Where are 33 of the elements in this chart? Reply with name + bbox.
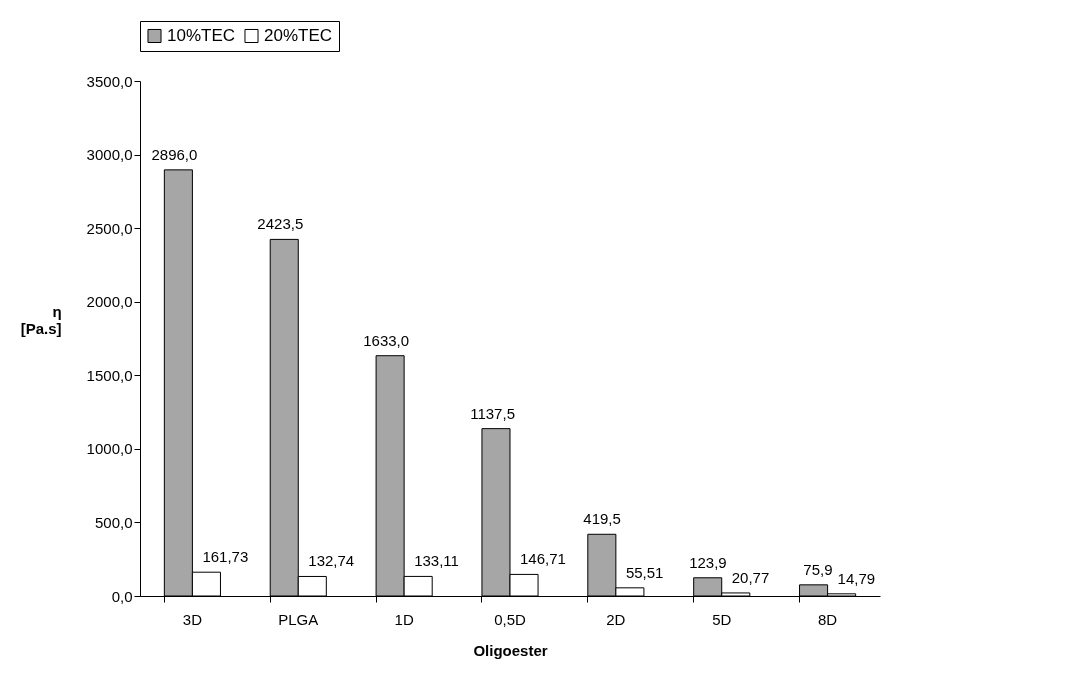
x-tick-label: 0,5D: [494, 610, 527, 628]
data-label: 419,5: [583, 510, 621, 528]
x-tick-label: 8D: [818, 610, 838, 628]
data-label: 55,51: [625, 563, 664, 581]
x-tick-label: PLGA: [278, 610, 319, 628]
y-axis-title: η [Pa.s]: [20, 302, 62, 337]
data-label: 132,74: [308, 552, 355, 570]
data-label: 75,9: [803, 560, 833, 578]
data-label: 1633,0: [363, 331, 410, 349]
data-label: 146,71: [520, 550, 566, 568]
data-label: 123,9: [689, 553, 727, 571]
data-label: 20,77: [731, 568, 770, 586]
data-label: 133,11: [414, 552, 459, 570]
data-label: 161,73: [202, 548, 249, 566]
y-tick-label: 2000,0: [86, 293, 133, 311]
legend-label: 10%TEC: [167, 25, 236, 45]
y-tick-label: 3500,0: [86, 72, 133, 90]
legend-label: 20%TEC: [264, 25, 333, 45]
x-tick-label: 2D: [606, 610, 626, 628]
y-tick-label: 0,0: [111, 587, 133, 605]
y-tick-label: 1500,0: [86, 366, 133, 384]
y-tick-label: 1000,0: [86, 440, 133, 458]
x-tick-label: 1D: [394, 610, 414, 628]
data-label: 1137,5: [470, 404, 515, 422]
x-axis-title: Oligoester: [473, 641, 548, 659]
x-tick-label: 3D: [182, 610, 203, 628]
y-tick-label: 3000,0: [86, 146, 133, 164]
x-tick-label: 5D: [712, 610, 732, 628]
data-label: 14,79: [837, 569, 876, 587]
data-label: 2423,5: [257, 215, 304, 233]
y-tick-label: 2500,0: [86, 219, 133, 237]
y-tick-label: 500,0: [94, 513, 133, 531]
data-label: 2896,0: [151, 145, 198, 163]
